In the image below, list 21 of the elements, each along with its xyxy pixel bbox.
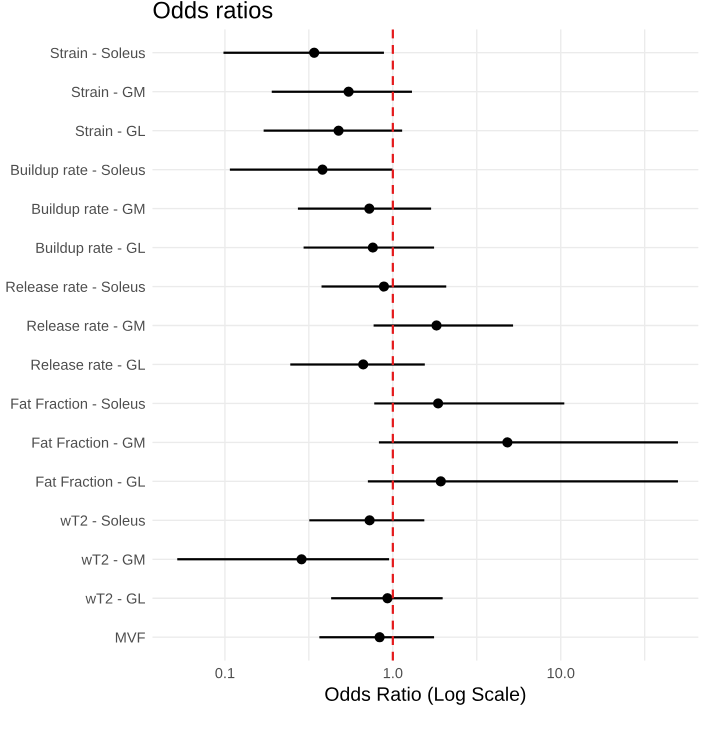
y-tick-label: Release rate - GM bbox=[28, 320, 144, 331]
chart-title: Odds ratios bbox=[154, 1, 272, 18]
y-tick-label: wT2 - GM bbox=[81, 554, 144, 565]
y-tick-label: Strain - GL bbox=[76, 125, 146, 136]
y-tick-label: Fat Fraction - GL bbox=[36, 476, 146, 487]
x-axis-title: Odds Ratio (Log Scale) bbox=[325, 686, 526, 705]
x-tick-label: 0.1 bbox=[215, 668, 234, 678]
y-tick-label: Buildup rate - Soleus bbox=[11, 164, 145, 178]
y-tick-label: Strain - Soleus bbox=[50, 47, 145, 58]
y-tick-label: wT2 - Soleus bbox=[60, 515, 145, 526]
y-tick-label: Buildup rate - GL bbox=[36, 242, 146, 256]
y-tick-label: Release rate - GL bbox=[32, 359, 146, 370]
y-tick-label: Release rate - Soleus bbox=[6, 281, 145, 292]
y-tick-label: MVF bbox=[116, 632, 145, 643]
y-tick-label: Strain - GM bbox=[72, 86, 144, 98]
x-tick-label: 1.0 bbox=[384, 668, 402, 678]
y-tick-label: wT2 - GL bbox=[86, 593, 146, 604]
x-tick-label: 10.0 bbox=[548, 668, 574, 678]
y-tick-label: Fat Fraction - Soleus bbox=[11, 398, 145, 409]
y-tick-label: Buildup rate - GM bbox=[32, 203, 144, 217]
y-tick-label: Fat Fraction - GM bbox=[32, 437, 144, 448]
